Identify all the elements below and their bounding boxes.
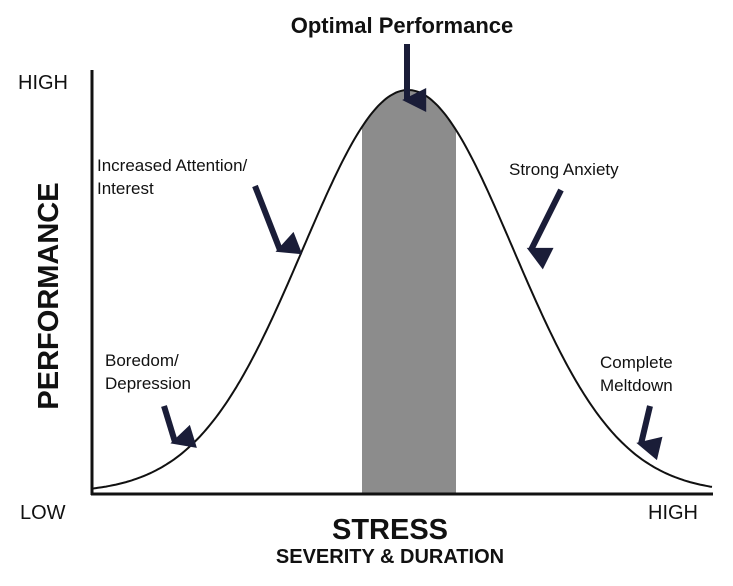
x-low-label: LOW bbox=[20, 502, 66, 524]
x-axis-subtitle: SEVERITY & DURATION bbox=[276, 546, 504, 568]
title: Optimal Performance bbox=[291, 13, 514, 38]
arrow bbox=[161, 405, 197, 448]
arrow bbox=[636, 405, 663, 461]
x-axis-title: STRESS bbox=[332, 514, 448, 546]
annotation-line: Complete bbox=[600, 353, 673, 372]
annotation-line: Meltdown bbox=[600, 376, 673, 395]
arrow bbox=[526, 188, 564, 270]
annotation-line: Interest bbox=[97, 179, 154, 198]
y-high-label: HIGH bbox=[18, 72, 68, 94]
annotation-line: Boredom/ bbox=[105, 351, 179, 370]
annotation-line: Increased Attention/ bbox=[97, 156, 248, 175]
annotations: Increased Attention/Interest Strong Anxie… bbox=[97, 156, 673, 395]
arrow bbox=[252, 184, 303, 255]
annotation-line: Strong Anxiety bbox=[509, 160, 619, 179]
x-high-label: HIGH bbox=[648, 502, 698, 524]
arrows bbox=[161, 44, 663, 461]
annotation-line: Depression bbox=[105, 374, 191, 393]
optimal-zone bbox=[362, 90, 456, 494]
y-axis-title: PERFORMANCE bbox=[33, 182, 65, 409]
